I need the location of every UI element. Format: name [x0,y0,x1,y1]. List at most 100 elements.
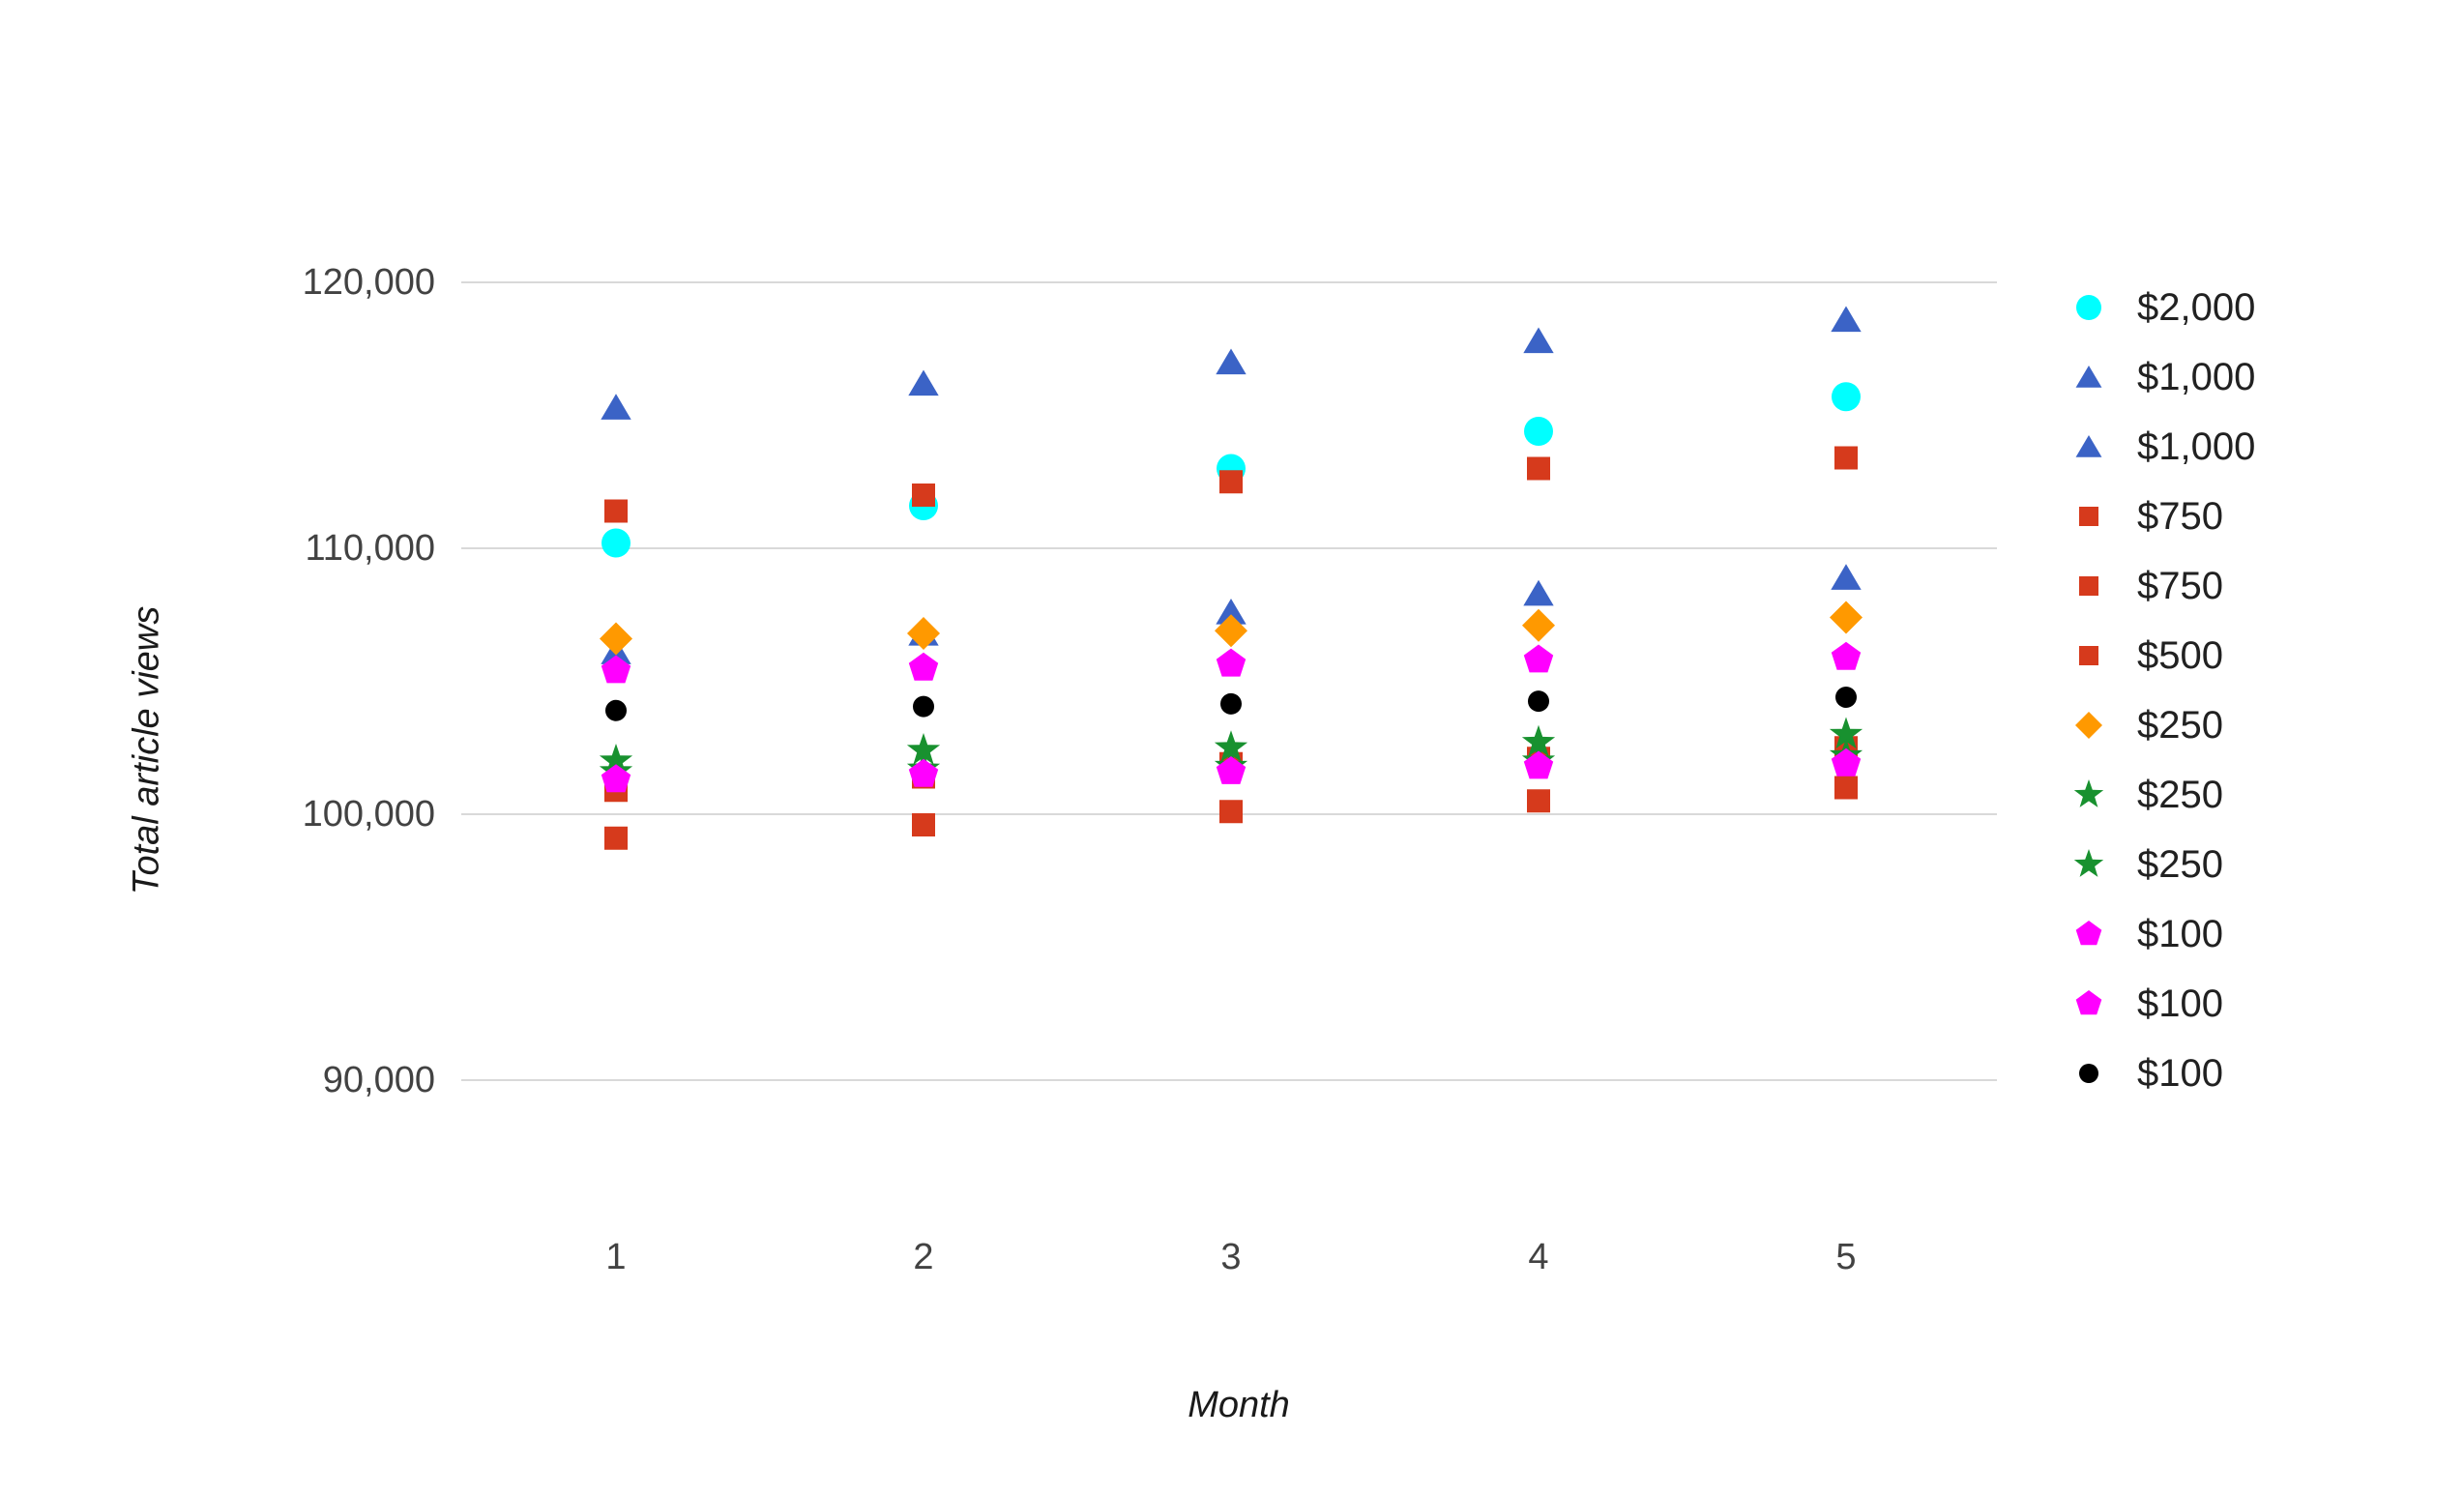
legend-marker [2073,849,2104,877]
legend-marker [2079,1064,2098,1083]
legend-marker [2076,295,2101,320]
legend-marker-icon [2079,507,2098,526]
data-point [913,695,934,718]
data-point [1831,564,1862,590]
data-point [1834,446,1858,470]
legend-marker [2079,646,2098,665]
legend-marker [2075,990,2102,1015]
data-point [1216,599,1247,625]
data-point [1214,730,1248,762]
x-tick-label: 5 [1835,1237,1856,1277]
data-point [1830,601,1863,634]
data-point [1522,608,1555,642]
data-point [1527,789,1550,813]
legend-marker [2075,712,2102,739]
data-point [1523,644,1554,673]
y-tick-label: 110,000 [305,528,435,569]
legend-label: $100 [2137,982,2223,1025]
y-tick-label: 90,000 [323,1060,435,1100]
legend: $2,000 $1,000 $1,000 $750 $750 $500 $250 $250 $2… [2066,273,2255,1108]
legend-label: $250 [2137,773,2223,816]
x-axis-title: Month [1188,1385,1290,1425]
legend-label: $1,000 [2137,425,2256,468]
legend-marker-icon [2073,779,2104,807]
y-tick-label: 120,000 [303,262,435,303]
x-tick-label: 3 [1220,1237,1241,1277]
data-point [604,499,628,523]
data-point [1219,470,1243,494]
legend-label: $1,000 [2137,355,2256,398]
legend-item: $2,000 [2066,273,2255,342]
data-point [600,622,632,656]
legend-marker [2079,576,2098,596]
legend-item: $250 [2066,830,2255,899]
data-point [906,733,941,765]
data-point [908,652,939,681]
legend-label: $250 [2137,842,2223,886]
data-point [1215,614,1247,648]
legend-marker-icon [2075,921,2102,946]
legend-item: $250 [2066,760,2255,830]
legend-marker-icon [2079,576,2098,596]
data-point [1831,306,1862,333]
data-point [908,369,939,396]
legend-item: $1,000 [2066,342,2255,412]
data-point [604,826,628,850]
legend-marker [2075,366,2102,388]
data-point [1831,641,1862,670]
data-point [1216,648,1247,677]
legend-label: $500 [2137,633,2223,677]
legend-item: $100 [2066,969,2255,1039]
legend-item: $100 [2066,899,2255,969]
legend-marker-icon [2075,712,2102,739]
legend-marker [2079,507,2098,526]
legend-marker-icon [2076,295,2101,320]
legend-label: $250 [2137,703,2223,747]
data-point [1521,724,1556,757]
legend-item: $750 [2066,551,2255,621]
legend-label: $100 [2137,1051,2223,1095]
data-point [1528,690,1549,713]
data-point [1219,800,1243,824]
data-point [1220,692,1242,715]
legend-marker [2075,921,2102,946]
data-point [601,655,631,684]
legend-marker-icon [2079,646,2098,665]
legend-marker [2075,435,2102,457]
legend-item: $1,000 [2066,412,2255,482]
data-point [912,813,935,836]
legend-marker [2073,779,2104,807]
y-tick-label: 100,000 [303,794,435,835]
data-point [1527,456,1550,481]
data-point [1832,382,1861,412]
legend-marker-icon [2075,990,2102,1015]
data-point [601,528,631,558]
data-point [1834,776,1858,800]
legend-label: $750 [2137,564,2223,607]
data-point [1523,579,1554,606]
data-point [1216,348,1247,375]
legend-item: $750 [2066,482,2255,551]
data-point [601,764,631,793]
legend-label: $2,000 [2137,285,2256,329]
legend-marker-icon [2079,1064,2098,1083]
data-point [908,758,939,787]
data-point [912,484,935,507]
x-tick-label: 4 [1528,1237,1548,1277]
x-tick-label: 2 [913,1237,933,1277]
legend-label: $750 [2137,494,2223,538]
legend-item: $250 [2066,690,2255,760]
legend-marker-icon [2073,849,2104,877]
data-point [1216,756,1247,784]
data-point [1523,750,1554,779]
legend-item: $100 [2066,1039,2255,1108]
data-point [1835,687,1857,708]
data-point [601,394,631,420]
legend-item: $500 [2066,621,2255,690]
legend-marker-icon [2075,435,2102,457]
x-tick-label: 1 [605,1237,626,1277]
data-point [1829,717,1863,749]
data-point [907,617,940,650]
legend-label: $100 [2137,912,2223,955]
